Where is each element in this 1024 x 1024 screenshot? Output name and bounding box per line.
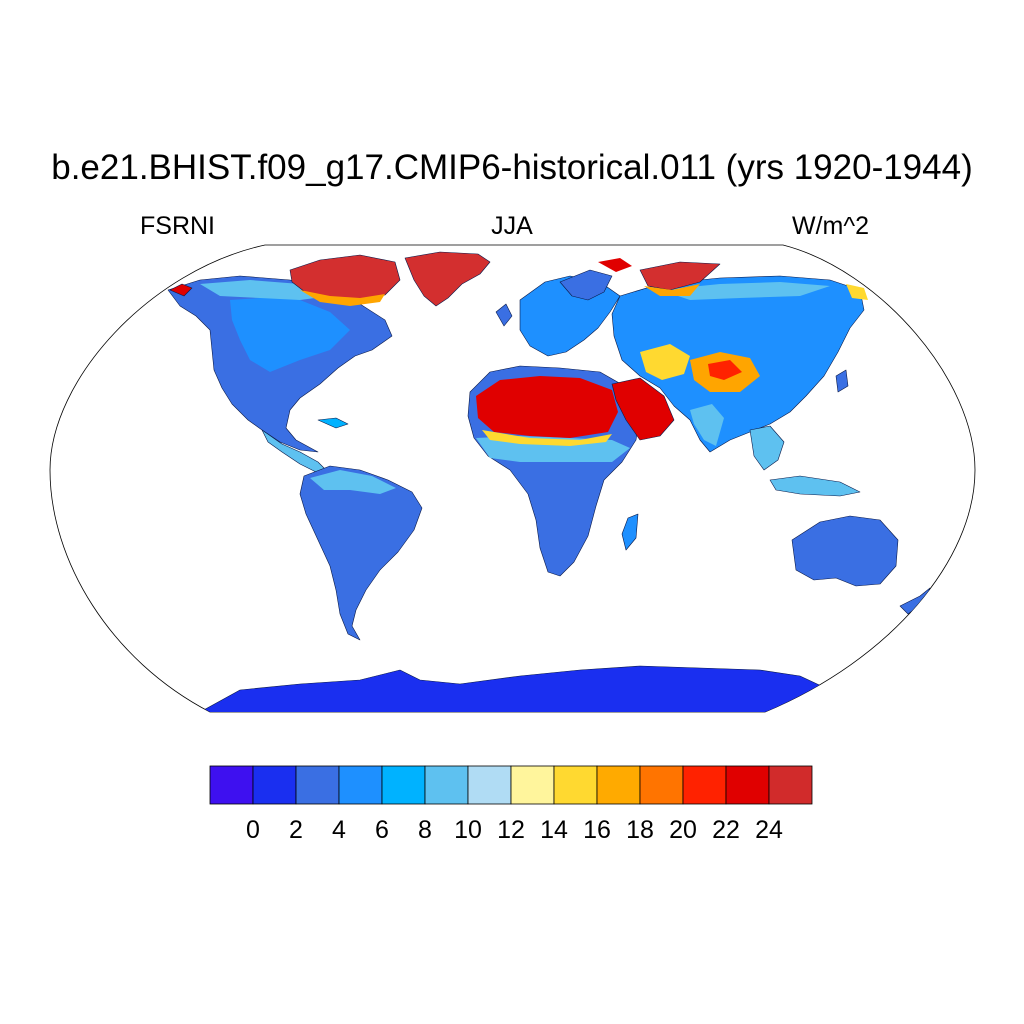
colorbar-tick-label: 6	[375, 816, 389, 844]
colorbar-tick-label: 0	[246, 816, 260, 844]
colorbar-swatch	[295, 765, 340, 805]
land-scandinavia-north	[598, 258, 632, 272]
colorbar-swatch	[510, 765, 555, 805]
colorbar-swatch	[209, 765, 254, 805]
land-caribbean	[317, 417, 349, 429]
land-east-siberia	[846, 284, 868, 300]
colorbar-tick-label: 12	[497, 816, 525, 844]
land-japan	[835, 369, 849, 393]
colorbar-tick-label: 4	[332, 816, 346, 844]
colorbar-swatch	[381, 765, 426, 805]
land-south-america-north	[310, 470, 396, 494]
variable-label: FSRNI	[140, 212, 215, 240]
land-south-america	[299, 465, 423, 641]
colorbar-swatch	[596, 765, 641, 805]
land-arctic-russia	[639, 261, 721, 291]
colorbar-swatch	[682, 765, 727, 805]
land-indonesia	[769, 475, 861, 497]
colorbar-tick-label: 24	[755, 816, 783, 844]
plot-title: b.e21.BHIST.f09_g17.CMIP6-historical.011…	[51, 148, 973, 187]
land-sahara	[476, 376, 618, 438]
land-british-isles	[495, 303, 513, 327]
season-label: JJA	[491, 212, 533, 240]
land-arctic-rim	[300, 290, 385, 306]
colorbar-swatch	[424, 765, 469, 805]
land-arabia	[611, 377, 675, 441]
land-arctic-russia-rim	[644, 284, 700, 296]
colorbar-swatch	[252, 765, 297, 805]
colorbar-tick-label: 8	[418, 816, 432, 844]
colorbar-swatch	[338, 765, 383, 805]
land-greenland	[404, 251, 491, 307]
colorbar-tick-label: 18	[626, 816, 654, 844]
land-north-america-interior	[230, 296, 350, 372]
land-madagascar	[621, 513, 639, 551]
land-alaska-tip	[169, 283, 193, 297]
colorbar-swatch	[553, 765, 598, 805]
land-scandinavia	[559, 269, 613, 301]
land-arctic-archipelago	[289, 254, 401, 301]
land-central-asia	[640, 344, 690, 380]
colorbar-tick-label: 20	[669, 816, 697, 844]
land-southeast-asia	[749, 425, 785, 471]
colorbar-swatch	[639, 765, 684, 805]
colorbar-tick-label: 14	[540, 816, 568, 844]
units-label: W/m^2	[792, 212, 870, 240]
colorbar-swatch	[725, 765, 770, 805]
colorbar-tick-label: 10	[454, 816, 482, 844]
land-india	[690, 404, 724, 446]
land-tibet-core	[708, 360, 742, 380]
land-sahara-rim	[482, 430, 612, 446]
land-australia	[791, 515, 899, 587]
colorbar-tick-label: 2	[289, 816, 303, 844]
colorbar-tick-label: 16	[583, 816, 611, 844]
colorbar-swatch	[467, 765, 512, 805]
colorbar-swatch	[768, 765, 813, 805]
land-siberia-north	[660, 282, 830, 300]
colorbar-tick-label: 22	[712, 816, 740, 844]
